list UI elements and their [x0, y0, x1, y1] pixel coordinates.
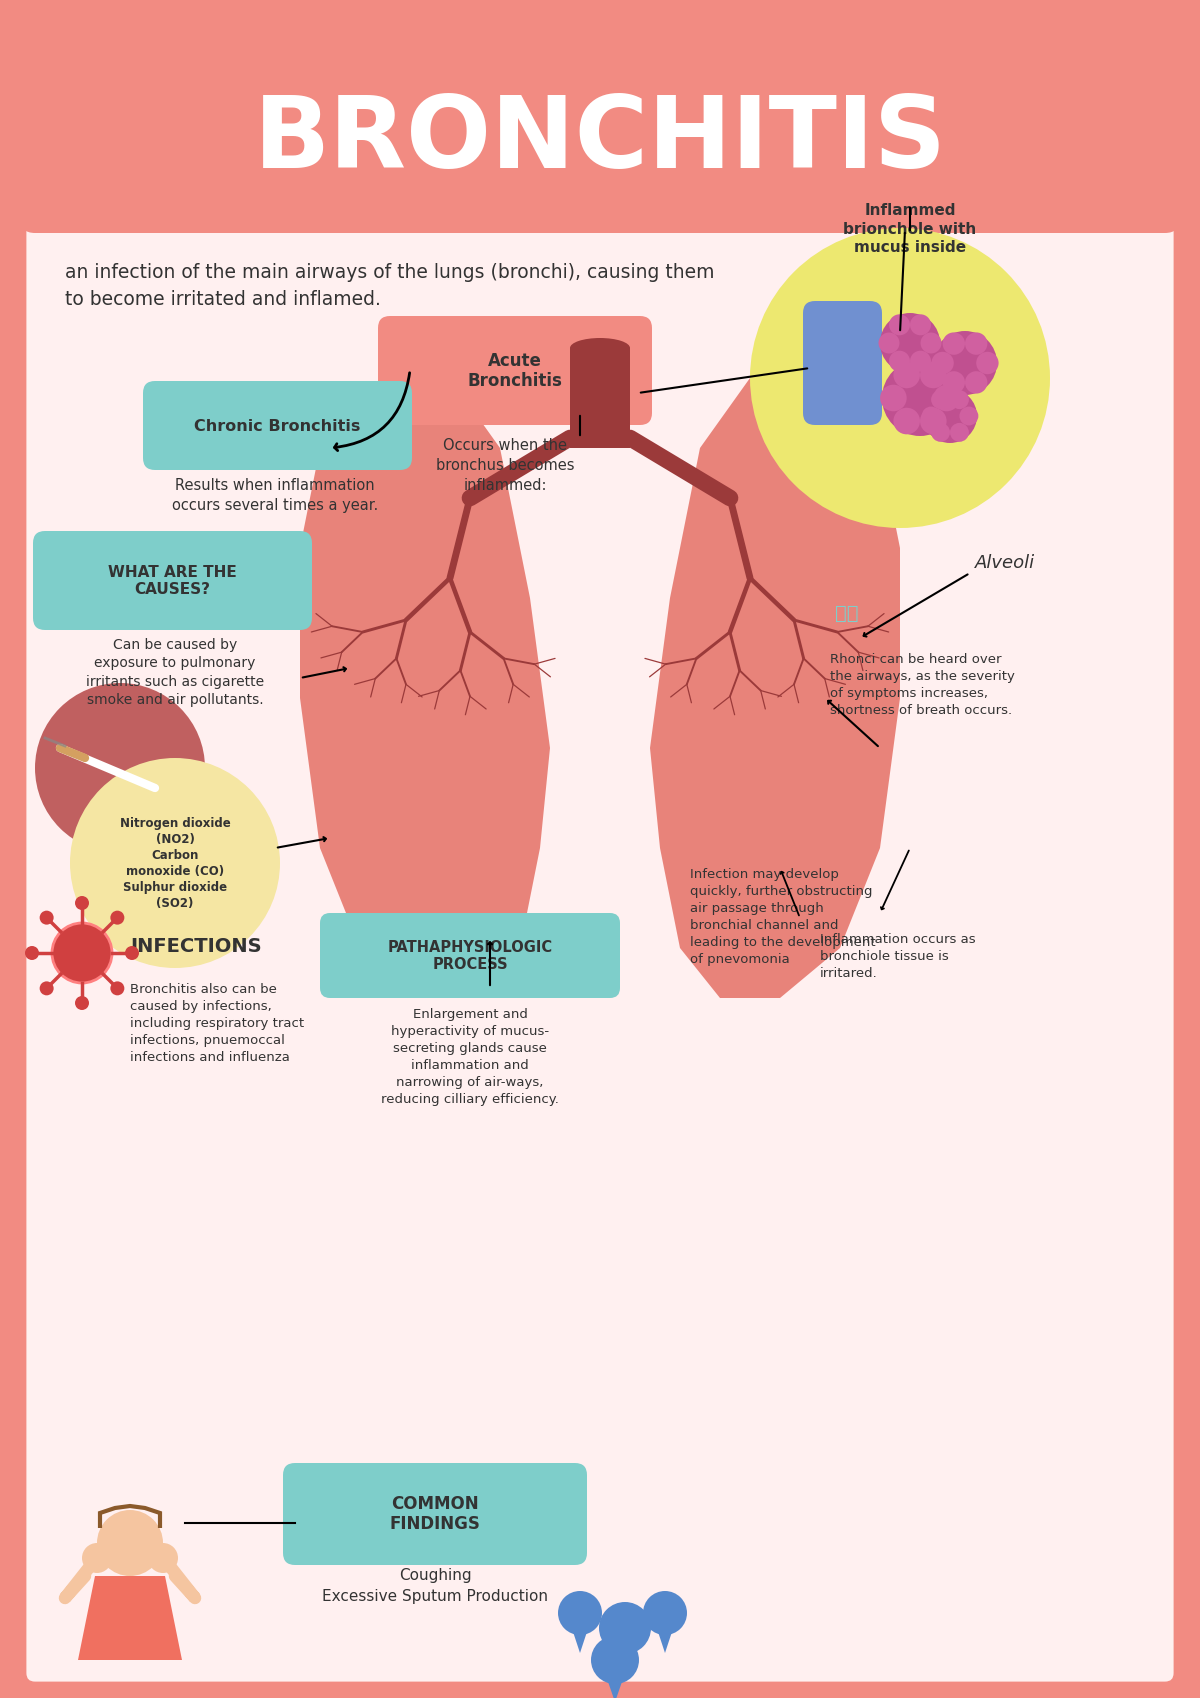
- Polygon shape: [604, 1667, 628, 1698]
- Circle shape: [931, 391, 950, 409]
- Polygon shape: [612, 1635, 638, 1673]
- Bar: [570, 348, 630, 448]
- Circle shape: [943, 372, 965, 394]
- FancyBboxPatch shape: [143, 380, 412, 470]
- FancyBboxPatch shape: [20, 48, 1180, 233]
- Circle shape: [558, 1591, 602, 1635]
- Text: Can be caused by
exposure to pulmonary
irritants such as cigarette
smoke and air: Can be caused by exposure to pulmonary i…: [86, 638, 264, 706]
- Circle shape: [931, 351, 954, 374]
- Circle shape: [878, 333, 900, 353]
- Text: Results when inflammation
occurs several times a year.: Results when inflammation occurs several…: [172, 479, 378, 513]
- FancyBboxPatch shape: [34, 531, 312, 630]
- Circle shape: [920, 362, 947, 389]
- Circle shape: [920, 333, 942, 353]
- Polygon shape: [300, 379, 550, 998]
- Circle shape: [40, 910, 54, 925]
- Circle shape: [977, 351, 998, 374]
- Circle shape: [880, 312, 940, 374]
- Circle shape: [889, 314, 910, 335]
- Polygon shape: [654, 1620, 676, 1652]
- Circle shape: [882, 360, 958, 436]
- Text: an infection of the main airways of the lungs (bronchi), causing them
to become : an infection of the main airways of the …: [65, 263, 714, 309]
- Text: Bronchitis also can be
caused by infections,
including respiratory tract
infecti: Bronchitis also can be caused by infecti…: [130, 983, 304, 1065]
- Circle shape: [148, 1543, 178, 1572]
- Circle shape: [943, 333, 965, 355]
- Circle shape: [110, 910, 125, 925]
- Circle shape: [643, 1591, 686, 1635]
- Circle shape: [934, 331, 997, 396]
- Text: Coughing
Excessive Sputum Production: Coughing Excessive Sputum Production: [322, 1567, 548, 1605]
- Circle shape: [910, 351, 931, 372]
- Circle shape: [965, 333, 988, 355]
- Circle shape: [125, 946, 139, 959]
- FancyBboxPatch shape: [283, 1464, 587, 1566]
- Circle shape: [931, 423, 950, 441]
- Circle shape: [880, 385, 907, 411]
- Circle shape: [923, 389, 977, 443]
- Circle shape: [920, 408, 947, 435]
- Circle shape: [82, 1543, 112, 1572]
- Text: Inflammation occurs as
bronchiole tissue is
irritared.: Inflammation occurs as bronchiole tissue…: [820, 932, 976, 980]
- Text: Nitrogen dioxide
(NO2)
Carbon
monoxide (CO)
Sulphur dioxide
(SO2): Nitrogen dioxide (NO2) Carbon monoxide (…: [120, 817, 230, 910]
- Circle shape: [950, 391, 968, 409]
- Text: Enlargement and
hyperactivity of mucus-
secreting glands cause
inflammation and
: Enlargement and hyperactivity of mucus- …: [382, 1009, 559, 1105]
- Polygon shape: [569, 1620, 592, 1652]
- Circle shape: [922, 406, 941, 426]
- Polygon shape: [650, 379, 900, 998]
- Polygon shape: [78, 1576, 182, 1661]
- Circle shape: [889, 351, 910, 372]
- Circle shape: [35, 683, 205, 852]
- Circle shape: [52, 924, 112, 983]
- Text: Rhonci can be heard over
the airways, as the severity
of symptoms increases,
sho: Rhonci can be heard over the airways, as…: [830, 654, 1015, 717]
- Circle shape: [97, 1510, 163, 1576]
- Text: COMMON
FINDINGS: COMMON FINDINGS: [390, 1494, 480, 1533]
- Text: INFECTIONS: INFECTIONS: [130, 937, 262, 956]
- Circle shape: [74, 997, 89, 1010]
- Text: 〜〜: 〜〜: [835, 603, 858, 623]
- Text: Inflammed
brionchole with
mucus inside: Inflammed brionchole with mucus inside: [844, 204, 977, 255]
- Circle shape: [965, 372, 988, 394]
- Circle shape: [74, 897, 89, 910]
- FancyBboxPatch shape: [320, 914, 620, 998]
- Circle shape: [592, 1635, 640, 1684]
- Circle shape: [750, 228, 1050, 528]
- Circle shape: [599, 1601, 650, 1654]
- Text: BRONCHITIS: BRONCHITIS: [253, 92, 947, 188]
- Text: Alveoli: Alveoli: [974, 554, 1036, 572]
- Circle shape: [894, 362, 920, 389]
- Circle shape: [960, 406, 978, 426]
- Ellipse shape: [570, 338, 630, 358]
- Text: PATHAPHYSIOLOGIC
PROCESS: PATHAPHYSIOLOGIC PROCESS: [388, 941, 552, 971]
- FancyBboxPatch shape: [25, 143, 1175, 1683]
- Circle shape: [110, 981, 125, 995]
- FancyBboxPatch shape: [803, 301, 882, 424]
- Circle shape: [950, 423, 968, 441]
- FancyBboxPatch shape: [378, 316, 652, 424]
- Circle shape: [70, 757, 280, 968]
- Text: Infection may develop
quickly, further obstructing
air passage through
bronchial: Infection may develop quickly, further o…: [690, 868, 876, 966]
- Text: Chronic Bronchitis: Chronic Bronchitis: [194, 418, 361, 433]
- Text: Acute
Bronchitis: Acute Bronchitis: [468, 351, 563, 391]
- Circle shape: [910, 314, 931, 335]
- Circle shape: [40, 981, 54, 995]
- Circle shape: [934, 385, 960, 411]
- Circle shape: [25, 946, 38, 959]
- Text: WHAT ARE THE
CAUSES?: WHAT ARE THE CAUSES?: [108, 565, 236, 598]
- Text: Occurs when the
bronchus becomes
inflammed:: Occurs when the bronchus becomes inflamm…: [436, 438, 575, 492]
- Circle shape: [893, 408, 920, 435]
